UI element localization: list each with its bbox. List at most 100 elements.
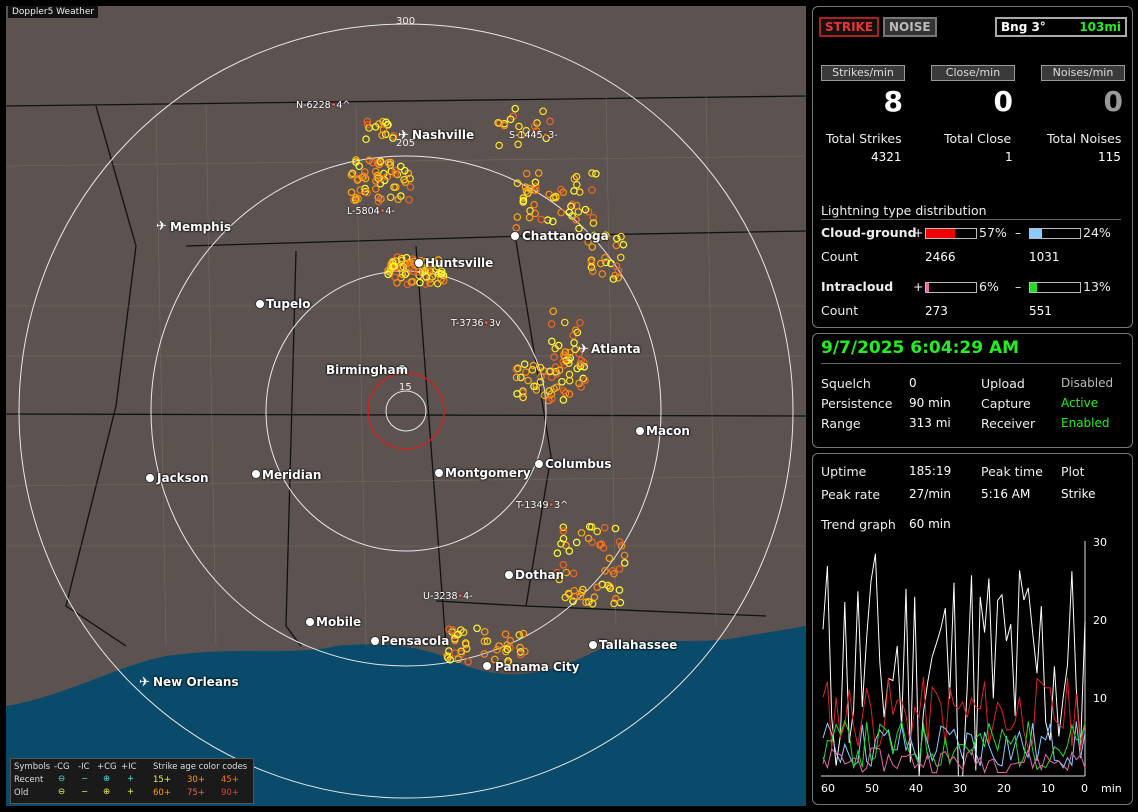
airport-icon: ✈ — [398, 128, 409, 143]
strike-marker — [559, 560, 568, 569]
cloud-ground-label: Cloud-ground — [821, 225, 917, 240]
ic-pos-bar-fill — [926, 283, 929, 292]
strike-marker — [462, 644, 471, 653]
strike-marker — [348, 169, 357, 178]
total-noises-label: Total Noises — [1047, 131, 1122, 146]
close-per-min-button[interactable]: Close/min — [931, 65, 1015, 81]
strike-marker — [576, 318, 584, 327]
strikes-per-min-button[interactable]: Strikes/min — [821, 65, 905, 81]
strike-marker — [616, 253, 625, 262]
total-close-value: 1 — [1005, 150, 1013, 164]
plot-value[interactable]: Strike — [1061, 487, 1096, 501]
range-value[interactable]: 313 mi — [909, 416, 951, 430]
ic-pos-pct: 6% — [979, 279, 999, 294]
strike-marker — [517, 373, 525, 382]
strike-marker — [555, 575, 564, 584]
strike-marker — [539, 107, 547, 116]
city-atlanta: Atlanta — [591, 342, 641, 356]
city-jackson: Jackson — [157, 471, 209, 485]
persistence-value[interactable]: 90 min — [909, 396, 951, 410]
age-60: 60+ — [153, 788, 171, 798]
city-huntsville: Huntsville — [425, 256, 494, 270]
noises-per-min-button[interactable]: Noises/min — [1041, 65, 1125, 81]
strike-marker — [445, 625, 453, 634]
capture-value[interactable]: Active — [1061, 396, 1099, 410]
strike-marker — [572, 538, 581, 547]
cg-pos-count: 2466 — [925, 250, 956, 264]
strike-marker — [582, 598, 590, 606]
strike-marker — [547, 320, 556, 328]
strike-marker — [400, 166, 409, 175]
strike-marker — [347, 188, 356, 197]
strike-marker — [398, 270, 407, 279]
strike-marker — [397, 256, 406, 265]
storm-track-label[interactable]: U-3238•4- — [423, 591, 473, 602]
trend-graph-label: Trend graph — [821, 517, 896, 532]
storm-track-label[interactable]: T-1349•3^ — [516, 500, 569, 511]
ic-pos-count: 273 — [925, 304, 948, 318]
y-tick-10: 10 — [1093, 692, 1107, 705]
storm-track-label[interactable]: N-6228•4^ — [296, 100, 351, 111]
city-panama-city: Panama City — [495, 660, 580, 674]
strike-marker — [577, 588, 586, 597]
upload-value[interactable]: Disabled — [1061, 376, 1114, 390]
lightning-map[interactable]: Doppler5 Weather 300 205 15 ✈ Nashville … — [6, 6, 806, 806]
strike-marker — [567, 202, 575, 211]
strike-marker — [506, 636, 515, 645]
strike-marker — [600, 523, 609, 532]
track-trend: 4- — [385, 206, 395, 217]
strike-marker — [596, 259, 605, 268]
x-tick-50: 50 — [865, 782, 879, 795]
strike-marker — [587, 263, 596, 271]
strike-marker — [394, 195, 403, 204]
strike-marker — [513, 213, 522, 221]
strike-marker — [612, 234, 621, 243]
squelch-value[interactable]: 0 — [909, 376, 917, 390]
city-dot — [414, 258, 424, 268]
strike-marker — [515, 631, 524, 639]
age-30: 30+ — [187, 775, 205, 785]
cg-pos-bar — [925, 228, 977, 239]
distance-value: 103mi — [1079, 20, 1121, 34]
strike-marker — [596, 541, 604, 549]
county-lines — [6, 95, 806, 647]
upload-label: Upload — [981, 376, 1025, 391]
strike-marker — [611, 524, 620, 533]
strike-marker — [615, 537, 624, 546]
strike-marker — [454, 655, 463, 663]
total-noises-value: 115 — [1098, 150, 1121, 164]
trend-line — [822, 676, 1086, 751]
strike-marker — [426, 275, 434, 283]
strike-marker — [360, 172, 368, 181]
strike-marker — [560, 318, 569, 327]
storm-track-label[interactable]: L-5804•4- — [347, 206, 395, 217]
trend-line — [822, 719, 1086, 771]
strike-marker — [617, 541, 626, 550]
city-dot — [635, 426, 645, 436]
strike-marker — [601, 231, 610, 239]
legend-age-title: Strike age color codes — [153, 762, 248, 772]
strike-marker — [392, 257, 400, 265]
trend-series — [822, 553, 1086, 777]
strike-marker — [537, 372, 545, 381]
storm-track-label[interactable]: S-1445•3- — [509, 130, 558, 141]
strike-marker — [530, 200, 538, 209]
strike-mode-button[interactable]: STRIKE — [819, 17, 880, 37]
noise-mode-button[interactable]: NOISE — [883, 17, 937, 37]
track-id: L-5804 — [347, 206, 380, 217]
strike-marker — [548, 337, 556, 346]
strike-marker — [512, 373, 521, 382]
trend-window-value[interactable]: 60 min — [909, 517, 951, 531]
bearing-value: Bng 3° — [1001, 20, 1046, 34]
strike-marker — [620, 551, 629, 560]
strike-marker — [522, 169, 531, 178]
x-tick-0: 0 — [1081, 782, 1088, 795]
storm-track-label[interactable]: T-3736•3v — [451, 318, 501, 329]
strike-marker — [397, 162, 405, 171]
strike-marker — [425, 267, 434, 276]
strike-marker — [362, 135, 370, 144]
receiver-value[interactable]: Enabled — [1061, 416, 1110, 430]
pos-cg-old-icon: ⊕ — [103, 787, 111, 797]
ring-label-300: 300 — [396, 16, 416, 27]
strike-marker — [560, 353, 569, 362]
